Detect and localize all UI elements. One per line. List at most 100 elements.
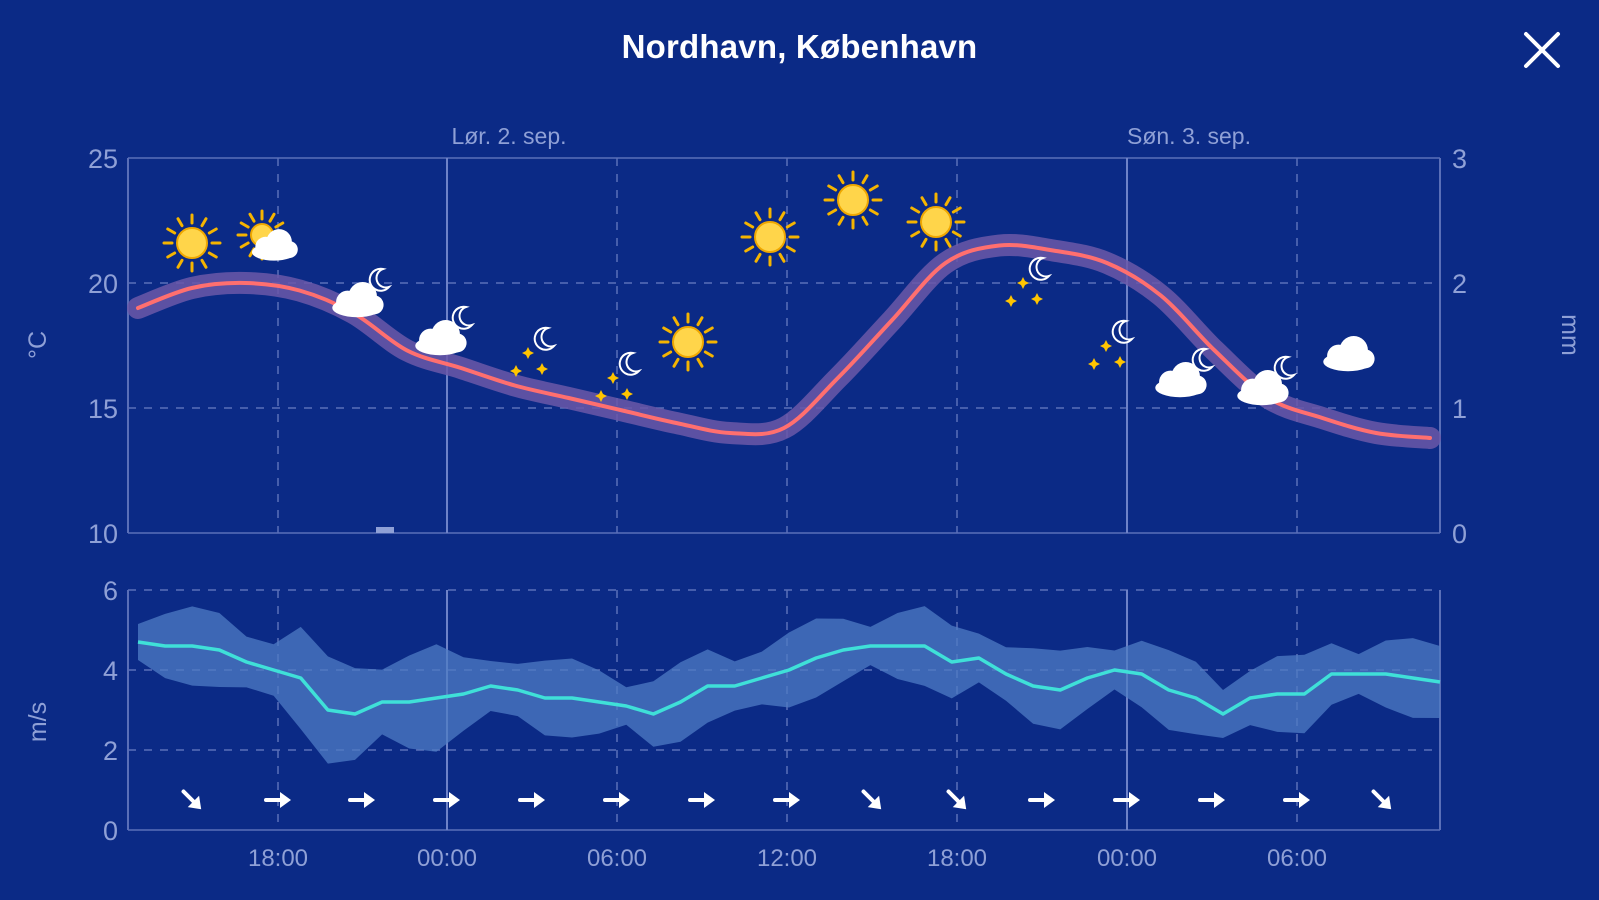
sun-ray: [166, 227, 177, 235]
mm-ytick-label: 3: [1452, 144, 1467, 174]
x-tick-label: 06:00: [587, 845, 647, 872]
cloud-puff: [280, 241, 298, 259]
sun-ray: [696, 357, 704, 368]
star: [522, 347, 534, 359]
sun-ray: [176, 258, 184, 269]
moon-crescent: [1273, 355, 1298, 380]
sun-disc: [837, 184, 869, 216]
sun-ray: [837, 215, 845, 226]
temp-ytick-label: 25: [88, 144, 118, 174]
sun-icon: [823, 170, 883, 230]
sun-ray: [785, 221, 796, 229]
sun-icon: [740, 207, 800, 267]
arrow-head: [1129, 792, 1140, 808]
wind-arrow-southeast-icon: [946, 789, 967, 810]
wind-arrow-east-icon: [1028, 792, 1055, 808]
wind-ytick-label: 2: [103, 736, 118, 766]
cloud-puff: [1355, 349, 1375, 369]
star: [1114, 356, 1126, 368]
sun-ray: [861, 174, 869, 185]
wind-arrow-southeast-icon: [181, 789, 202, 810]
stars-moon-icon: [510, 326, 558, 377]
sun-ray: [662, 350, 673, 358]
sun-icon: [658, 312, 718, 372]
wind-ytick-label: 4: [103, 656, 118, 686]
cloud-moon-icon: [1155, 347, 1216, 398]
star: [1005, 295, 1017, 307]
sun-ray: [248, 212, 256, 223]
cloud-puff: [1269, 383, 1289, 403]
cloud-puff: [447, 333, 467, 353]
cloud-puff: [1187, 375, 1207, 395]
sun-ray: [910, 230, 921, 238]
sun-ray: [868, 208, 879, 216]
sun-ray: [920, 237, 928, 248]
arrow-head: [619, 792, 630, 808]
sun-ray: [672, 316, 680, 327]
mm-axis-title: mm: [1556, 314, 1584, 356]
sun-ray: [944, 237, 952, 248]
wind-arrow-southeast-icon: [861, 789, 882, 810]
star: [1017, 277, 1029, 289]
temp-ytick-label: 15: [88, 394, 118, 424]
cloud-puff: [364, 295, 384, 315]
star: [1100, 340, 1112, 352]
temp-axis-title: °C: [24, 331, 52, 359]
moon-crescent: [451, 305, 476, 330]
wind-arrow-east-icon: [348, 792, 375, 808]
mm-ytick-label: 2: [1452, 269, 1467, 299]
moon-crescent: [1191, 347, 1216, 372]
mm-ytick-label: 0: [1452, 519, 1467, 549]
sun-ray: [778, 252, 786, 263]
wind-arrow-east-icon: [264, 792, 291, 808]
x-tick-label: 12:00: [757, 845, 817, 872]
sun-ray: [827, 208, 838, 216]
sun-ray: [951, 230, 962, 238]
sun-disc: [754, 221, 786, 253]
sun-ray: [827, 184, 838, 192]
wind-arrow-east-icon: [773, 792, 800, 808]
arrow-head: [1214, 792, 1225, 808]
sun-icon: [162, 213, 222, 273]
arrow-head: [1377, 795, 1392, 810]
x-tick-label: 00:00: [417, 845, 477, 872]
sun-ray: [662, 326, 673, 334]
arrow-head: [280, 792, 291, 808]
arrow-head: [867, 795, 882, 810]
star: [595, 390, 607, 402]
sun-ray: [176, 217, 184, 228]
mm-ytick-label: 1: [1452, 394, 1467, 424]
star: [510, 365, 522, 377]
wind-ytick-label: 6: [103, 576, 118, 606]
star: [536, 363, 548, 375]
moon-crescent: [368, 267, 393, 292]
close-button[interactable]: [1520, 28, 1564, 72]
sun-disc: [176, 227, 208, 259]
x-tick-label: 00:00: [1097, 845, 1157, 872]
x-tick-label: 06:00: [1267, 845, 1327, 872]
temperature-band: [127, 233, 1441, 449]
star: [621, 388, 633, 400]
sun-ray: [207, 227, 218, 235]
sun-ray: [861, 215, 869, 226]
sun-ray: [920, 196, 928, 207]
stars-moon-icon: [1088, 319, 1136, 370]
sun-ray: [754, 252, 762, 263]
sun-ray: [268, 212, 276, 223]
arrow-head: [1299, 792, 1310, 808]
sun-ray: [200, 217, 208, 228]
arrow-head: [789, 792, 800, 808]
arrow-head: [187, 795, 202, 810]
wind-axis-title: m/s: [24, 702, 52, 742]
sun-ray: [672, 357, 680, 368]
cloud-moon-icon: [1237, 355, 1298, 406]
arrow-head: [704, 792, 715, 808]
sun-ray: [207, 251, 218, 259]
star: [1088, 358, 1100, 370]
arrow-head: [1044, 792, 1055, 808]
sun-ray: [239, 241, 250, 249]
sun-ray: [944, 196, 952, 207]
sun-ray: [703, 326, 714, 334]
wind-arrow-east-icon: [518, 792, 545, 808]
